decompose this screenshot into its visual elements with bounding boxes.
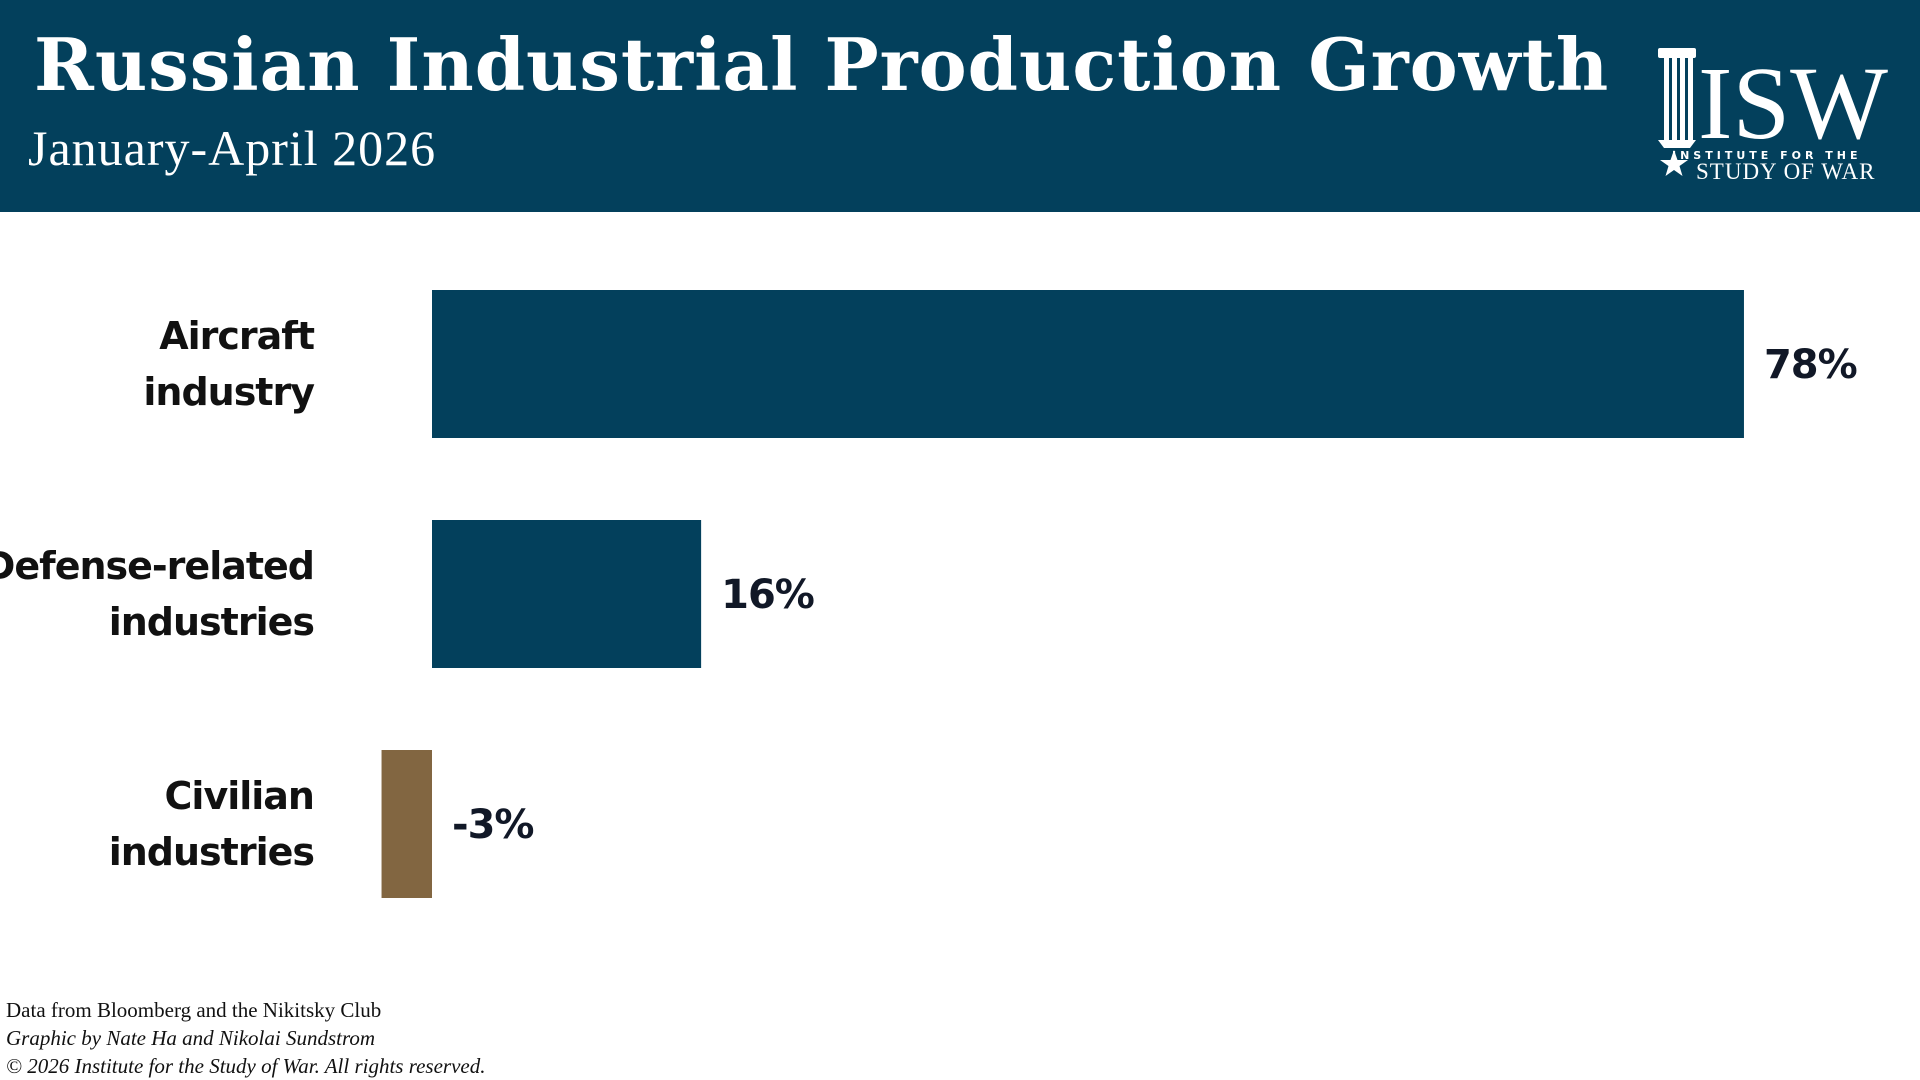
category-label-2-0: Civilian	[165, 774, 314, 818]
bar-1	[432, 520, 702, 668]
category-label-2-1: industries	[109, 830, 314, 874]
isw-logo-line1: INSTITUTE FOR THE	[1672, 149, 1862, 162]
value-label-2: -3%	[452, 802, 534, 848]
category-label-1-1: industries	[109, 600, 314, 644]
category-label-0-0: Aircraft	[159, 314, 315, 358]
star-icon	[1660, 150, 1688, 176]
value-label-0: 78%	[1764, 342, 1857, 388]
isw-logo: ISW INSTITUTE FOR THE STUDY OF WAR	[1658, 46, 1888, 184]
isw-column-icon	[1658, 48, 1696, 148]
bar-0	[432, 290, 1744, 438]
isw-logo-mark: ISW	[1698, 46, 1888, 161]
category-label-1-0: Defense-related	[0, 544, 314, 588]
footer: Data from Bloomberg and the Nikitsky Clu…	[6, 996, 906, 1080]
bar-chart: Aircraft industry 78% Defense-related indust…	[0, 290, 1858, 898]
source-note: Data from Bloomberg and the Nikitsky Clu…	[6, 998, 382, 1022]
value-label-1: 16%	[721, 572, 814, 618]
graphic-credit: Graphic by Nate Ha and Nikolai Sundstrom	[6, 1026, 376, 1050]
copyright-note: © 2026 Institute for the Study of War. A…	[6, 1054, 486, 1078]
chart-title: Russian Industrial Production Growth	[34, 22, 1610, 107]
bar-2	[381, 750, 432, 898]
isw-logo-line2: STUDY OF WAR	[1696, 159, 1875, 184]
chart-subtitle: January-April 2026	[28, 120, 437, 176]
header-banner: Russian Industrial Production Growth Jan…	[0, 0, 1920, 212]
category-label-0-1: industry	[143, 370, 315, 414]
